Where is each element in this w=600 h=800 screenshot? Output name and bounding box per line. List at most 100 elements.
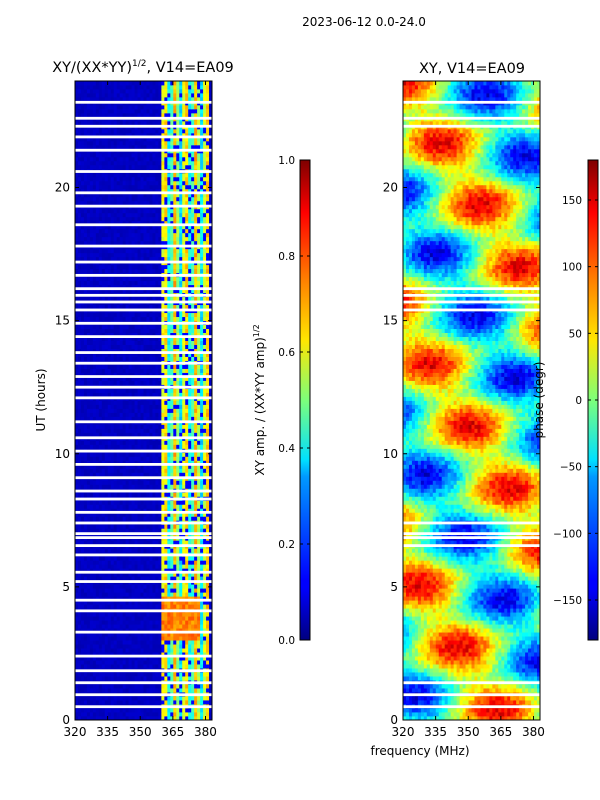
heatmap-cell [209, 712, 213, 717]
heatmap-cell [206, 576, 210, 581]
heatmap-cell [149, 344, 153, 349]
heatmap-cell [98, 372, 103, 377]
heatmap-cell [185, 644, 189, 649]
heatmap-cell [143, 584, 147, 589]
heatmap-cell [143, 288, 147, 294]
heatmap-cell [209, 512, 213, 517]
heatmap-cell [179, 316, 183, 322]
heatmap-cell [179, 528, 183, 533]
heatmap-cell [110, 404, 115, 409]
heatmap-cell [152, 380, 156, 385]
heatmap-cell [131, 504, 135, 509]
heatmap-cell [137, 708, 141, 713]
heatmap-cell [104, 456, 109, 461]
heatmap-cell [149, 400, 153, 405]
heatmap-cell [185, 356, 189, 361]
heatmap-cell [179, 540, 183, 545]
heatmap-cell [209, 364, 213, 369]
heatmap-cell [188, 440, 192, 445]
heatmap-cell [119, 284, 124, 290]
heatmap-cell [191, 472, 195, 477]
heatmap-cell [182, 440, 186, 445]
heatmap-cell [197, 424, 201, 429]
heatmap-cell [116, 524, 121, 529]
heatmap-cell [107, 684, 112, 689]
heatmap-cell [206, 332, 210, 337]
heatmap-cell [140, 372, 144, 377]
heatmap-cell [89, 472, 94, 477]
heatmap-cell [110, 500, 115, 505]
heatmap-cell [131, 620, 135, 625]
heatmap-cell [125, 652, 130, 657]
heatmap-cell [77, 508, 82, 513]
heatmap-cell [200, 316, 204, 322]
heatmap-cell [182, 500, 186, 505]
heatmap-cell [152, 288, 156, 294]
heatmap-cell [143, 604, 147, 609]
heatmap-cell [173, 644, 177, 649]
heatmap-cell [161, 572, 165, 577]
heatmap-cell [158, 640, 162, 645]
heatmap-cell [206, 584, 210, 589]
heatmap-cell [137, 548, 141, 553]
heatmap-cell [75, 380, 79, 385]
heatmap-cell [92, 316, 97, 322]
heatmap-cell [143, 444, 147, 449]
heatmap-cell [116, 428, 121, 433]
heatmap-cell [173, 656, 177, 661]
heatmap-cell [128, 500, 132, 505]
heatmap-cell [206, 412, 210, 417]
heatmap-cell [191, 388, 195, 393]
heatmap-cell [167, 428, 171, 433]
heatmap-cell [200, 492, 204, 497]
heatmap-cell [161, 324, 165, 330]
heatmap-cell [98, 616, 103, 621]
heatmap-cell [200, 584, 204, 589]
heatmap-cell [113, 404, 118, 409]
heatmap-cell [188, 456, 192, 461]
heatmap-cell [146, 460, 150, 465]
heatmap-cell [209, 372, 213, 377]
heatmap-cell [128, 472, 132, 477]
heatmap-cell [119, 492, 124, 497]
heatmap-cell [98, 328, 103, 333]
heatmap-cell [119, 508, 124, 513]
heatmap-cell [191, 508, 195, 513]
heatmap-cell [185, 316, 189, 322]
heatmap-cell [83, 556, 88, 561]
heatmap-cell [161, 408, 165, 413]
heatmap-cell [206, 392, 210, 397]
heatmap-cell [176, 596, 180, 601]
heatmap-cell [194, 464, 198, 469]
heatmap-cell [179, 364, 183, 369]
heatmap-cell [167, 336, 171, 341]
heatmap-cell [179, 688, 183, 693]
heatmap-cell [104, 484, 109, 489]
heatmap-cell [122, 524, 127, 529]
heatmap-cell [104, 660, 109, 665]
heatmap-cell [200, 612, 204, 617]
heatmap-cell [179, 624, 183, 629]
heatmap-cell [206, 504, 210, 509]
heatmap-cell [110, 636, 115, 641]
heatmap-cell [83, 676, 88, 681]
heatmap-cell [149, 636, 153, 641]
heatmap-cell [155, 528, 159, 533]
heatmap-cell [149, 472, 153, 477]
heatmap-cell [80, 392, 85, 397]
heatmap-cell [80, 676, 85, 681]
heatmap-cell [185, 444, 189, 449]
heatmap-cell [167, 500, 171, 505]
heatmap-cell [128, 284, 132, 290]
heatmap-cell [131, 412, 135, 417]
heatmap-cell [167, 716, 171, 721]
heatmap-cell [104, 432, 109, 437]
heatmap-cell [92, 636, 97, 641]
heatmap-cell [164, 412, 168, 417]
heatmap-cell [185, 408, 189, 413]
heatmap-cell [128, 556, 132, 561]
heatmap-cell [83, 564, 88, 569]
heatmap-cell [140, 388, 144, 393]
heatmap-cell [134, 500, 138, 505]
heatmap-cell [158, 336, 162, 341]
